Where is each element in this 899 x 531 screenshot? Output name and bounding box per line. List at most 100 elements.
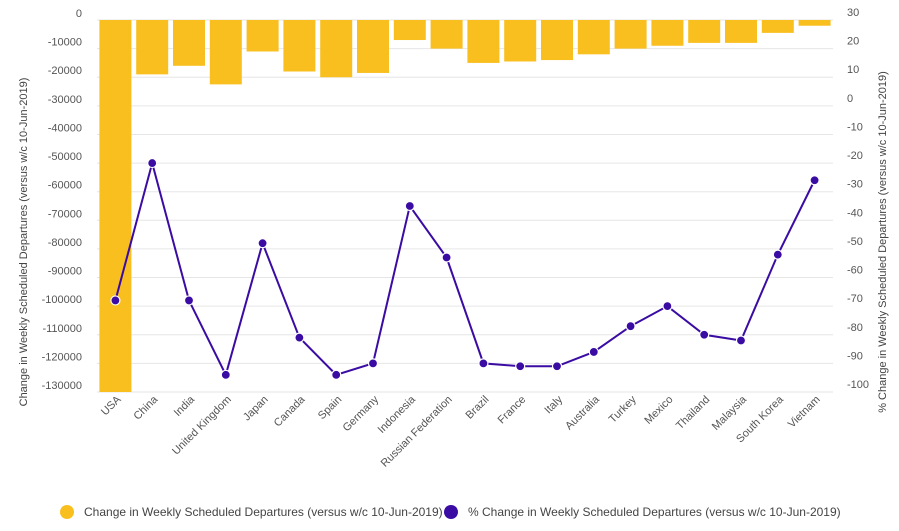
y-axis-left: 0 -10000 -20000 -30000 -40000 -50000 -60000 -70… bbox=[42, 8, 82, 392]
y-right-tick-label: -100 bbox=[847, 379, 869, 391]
x-tick-label: USA bbox=[99, 393, 124, 418]
y-left-tick-label: -50000 bbox=[48, 151, 82, 163]
y-left-tick-label: -110000 bbox=[42, 323, 82, 335]
bar bbox=[651, 20, 684, 46]
x-tick-label: Italy bbox=[542, 393, 565, 416]
bar bbox=[173, 20, 205, 66]
bar-series bbox=[99, 20, 831, 392]
y-axis-left-title: Change in Weekly Scheduled Departures (v… bbox=[18, 78, 30, 407]
y-right-tick-label: -30 bbox=[847, 179, 863, 191]
bar bbox=[320, 20, 353, 78]
x-tick-label: Brazil bbox=[464, 394, 492, 422]
line-point bbox=[588, 346, 599, 358]
bar bbox=[467, 20, 500, 63]
line-point bbox=[515, 361, 526, 372]
bar bbox=[99, 20, 132, 392]
y-left-tick-label: -60000 bbox=[48, 180, 82, 192]
y-left-tick-label: -120000 bbox=[42, 351, 82, 363]
line-point bbox=[110, 295, 121, 306]
x-tick-label: France bbox=[496, 394, 529, 427]
y-left-tick-label: -70000 bbox=[48, 208, 82, 220]
bar bbox=[798, 20, 831, 26]
line-point bbox=[183, 295, 195, 306]
y-axis-right-title: % Change in Weekly Scheduled Departures … bbox=[877, 71, 889, 413]
line-point bbox=[441, 252, 452, 263]
y-right-tick-label: -50 bbox=[847, 236, 863, 248]
bar bbox=[246, 20, 279, 52]
line-point bbox=[699, 329, 710, 340]
bar bbox=[761, 20, 794, 33]
bar bbox=[541, 20, 573, 61]
y-right-tick-label: -70 bbox=[847, 293, 863, 305]
y-right-tick-label: -60 bbox=[847, 265, 863, 277]
y-right-tick-label: -20 bbox=[847, 150, 863, 162]
y-axis-right: 30 20 10 0 -10 -20 -30 -40 -50 -60 -70 -80 -90 -100 bbox=[847, 7, 869, 391]
line-point bbox=[220, 369, 231, 380]
bar bbox=[577, 20, 610, 55]
line-point bbox=[662, 301, 673, 312]
x-tick-label: China bbox=[132, 393, 161, 422]
bar bbox=[283, 20, 316, 72]
y-left-tick-label: -90000 bbox=[48, 266, 82, 278]
y-left-tick-label: -100000 bbox=[42, 294, 82, 306]
bar bbox=[688, 20, 721, 43]
chart: 0 -10000 -20000 -30000 -40000 -50000 -60000 -70… bbox=[18, 7, 889, 470]
line-point bbox=[331, 369, 342, 380]
y-right-tick-label: -40 bbox=[847, 207, 863, 219]
x-tick-label: Turkey bbox=[607, 393, 639, 425]
x-tick-label: Russian Federation bbox=[379, 394, 455, 470]
line-point bbox=[404, 200, 415, 212]
x-tick-label: Spain bbox=[316, 394, 344, 422]
legend-label-bars: Change in Weekly Scheduled Departures (v… bbox=[84, 505, 443, 519]
line-point bbox=[772, 249, 783, 260]
y-right-tick-label: -80 bbox=[847, 322, 863, 334]
bar bbox=[614, 20, 647, 49]
series-line bbox=[114, 159, 816, 378]
y-left-tick-label: -80000 bbox=[48, 237, 82, 249]
y-right-tick-label: -90 bbox=[847, 350, 863, 362]
y-right-tick-label: -10 bbox=[847, 121, 863, 133]
bar bbox=[504, 20, 537, 62]
y-left-tick-label: -30000 bbox=[48, 94, 82, 106]
legend-swatch-bars bbox=[60, 505, 74, 519]
x-tick-label: Japan bbox=[241, 394, 271, 424]
bar bbox=[393, 20, 426, 41]
line-point bbox=[367, 358, 379, 369]
legend-swatch-line bbox=[444, 505, 458, 519]
legend: Change in Weekly Scheduled Departures (v… bbox=[0, 505, 899, 529]
line-point bbox=[478, 358, 489, 369]
y-left-tick-label: -40000 bbox=[48, 122, 82, 134]
y-left-tick-label: -10000 bbox=[48, 37, 82, 49]
bar bbox=[357, 20, 389, 73]
legend-item-bars: Change in Weekly Scheduled Departures (v… bbox=[60, 505, 443, 519]
y-right-tick-label: 10 bbox=[847, 64, 859, 76]
line-point bbox=[551, 361, 563, 372]
bar bbox=[430, 20, 463, 49]
y-left-tick-label: 0 bbox=[76, 8, 82, 20]
x-tick-label: Australia bbox=[563, 393, 602, 432]
x-tick-label: Mexico bbox=[642, 394, 675, 427]
x-tick-label: Thailand bbox=[674, 394, 712, 432]
line-point bbox=[257, 238, 268, 249]
legend-item-line: % Change in Weekly Scheduled Departures … bbox=[444, 505, 841, 519]
x-tick-label: Vietnam bbox=[786, 394, 823, 431]
y-left-tick-label: -20000 bbox=[48, 65, 82, 77]
line-point bbox=[625, 321, 636, 332]
line-point bbox=[735, 335, 747, 346]
legend-label-line: % Change in Weekly Scheduled Departures … bbox=[468, 505, 841, 519]
bar bbox=[136, 20, 169, 75]
gridlines bbox=[97, 19, 833, 393]
y-right-tick-label: 0 bbox=[847, 93, 853, 105]
bar bbox=[725, 20, 757, 43]
y-right-tick-label: 30 bbox=[847, 7, 859, 19]
line-point bbox=[809, 175, 820, 186]
bar bbox=[209, 20, 242, 85]
x-tick-label: India bbox=[172, 393, 198, 419]
line-series bbox=[110, 157, 820, 380]
x-tick-label: Canada bbox=[272, 393, 308, 429]
y-left-tick-label: -130000 bbox=[42, 380, 82, 392]
line-point bbox=[294, 332, 305, 343]
line-point bbox=[147, 157, 158, 169]
y-right-tick-label: 20 bbox=[847, 36, 859, 48]
